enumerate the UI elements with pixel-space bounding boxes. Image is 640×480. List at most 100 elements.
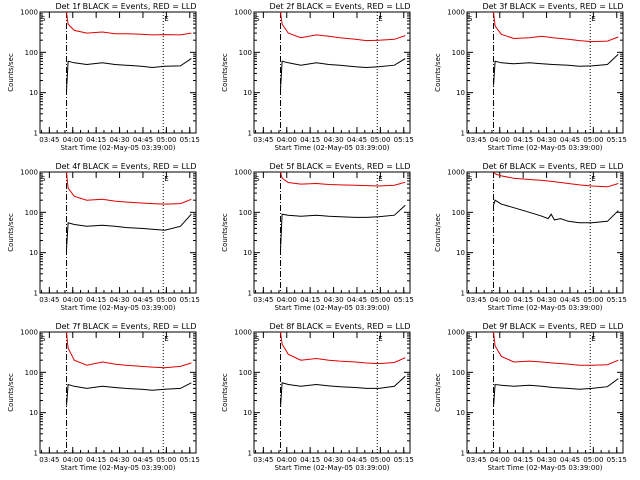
y-tick-label: 1000 [20,9,38,17]
x-axis-label: Start Time (02-May-05 03:39:00) [487,304,602,312]
y-tick-label: 10 [243,409,252,417]
x-tick-label: 05:15 [394,456,414,464]
y-axis-label: Counts/sec [7,53,15,92]
series-line-events [280,375,406,407]
marker-label-S: S [468,15,473,23]
x-tick-label: 04:45 [560,136,580,144]
series-line-events [66,213,192,250]
chart-title: Det 2f BLACK = Events, RED = LLD [269,2,410,11]
series-line-lld [66,171,192,205]
marker-label-S: S [468,175,473,183]
y-axis-label: Counts/sec [221,53,229,92]
x-tick-label: 04:00 [63,136,83,144]
y-tick-label: 100 [25,209,38,217]
chart-panel-5f: Det 5f BLACK = Events, RED = LLD 1 10 100 10… [221,162,414,312]
x-tick-label: 04:30 [323,456,343,464]
y-tick-label: 1000 [234,329,252,337]
x-tick-label: 04:30 [323,296,343,304]
x-tick-label: 04:45 [560,456,580,464]
x-axis-label: Start Time (02-May-05 03:39:00) [487,144,602,152]
x-tick-label: 05:15 [180,136,200,144]
y-tick-label: 10 [456,89,465,97]
y-tick-label: 1 [461,450,465,458]
x-tick-label: 05:00 [370,296,390,304]
chart-panel-9f: Det 9f BLACK = Events, RED = LLD 1 10 100 10… [434,322,627,472]
x-tick-label: 04:15 [513,456,533,464]
x-tick-label: 04:30 [536,296,556,304]
x-tick-label: 03:45 [466,296,486,304]
y-axis-label: Counts/sec [434,373,442,412]
x-tick-label: 04:15 [513,296,533,304]
chart-panel-8f: Det 8f BLACK = Events, RED = LLD 1 10 100 10… [221,322,414,472]
series-line-events [493,378,619,407]
series-line-lld [493,171,619,188]
y-tick-label: 10 [29,249,38,257]
y-tick-label: 10 [456,249,465,257]
plot-frame [466,171,624,294]
x-axis-label: Start Time (02-May-05 03:39:00) [274,464,389,472]
plot-frame [466,331,624,454]
chart-panel-1f: Det 1f BLACK = Events, RED = LLD 1 10 100 10… [7,2,200,152]
chart-title: Det 1f BLACK = Events, RED = LLD [55,2,196,11]
x-tick-label: 05:00 [370,456,390,464]
series-line-events [280,58,406,90]
y-tick-label: 1000 [234,169,252,177]
plot-frame [466,11,624,134]
marker-label-E: E [164,15,168,23]
y-axis-label: Counts/sec [7,373,15,412]
x-tick-label: 04:15 [300,456,320,464]
chart-title: Det 6f BLACK = Events, RED = LLD [482,162,623,171]
plot-frame [253,331,411,454]
marker-label-E: E [164,335,168,343]
y-tick-label: 100 [452,369,465,377]
chart-panel-3f: Det 3f BLACK = Events, RED = LLD 1 10 100 10… [434,2,627,152]
series-line-events [66,382,192,406]
x-tick-label: 04:00 [277,136,297,144]
y-tick-label: 1 [461,290,465,298]
y-tick-label: 1 [34,130,38,138]
x-tick-label: 04:30 [109,296,129,304]
x-tick-label: 04:45 [347,456,367,464]
x-tick-label: 05:15 [394,296,414,304]
x-axis-label: Start Time (02-May-05 03:39:00) [60,144,175,152]
y-tick-label: 10 [29,89,38,97]
x-tick-label: 04:15 [300,296,320,304]
y-tick-label: 1000 [20,169,38,177]
chart-title: Det 7f BLACK = Events, RED = LLD [55,322,196,331]
marker-label-E: E [378,335,382,343]
chart-title: Det 8f BLACK = Events, RED = LLD [269,322,410,331]
x-tick-label: 04:45 [347,136,367,144]
marker-label-S: S [41,335,46,343]
x-tick-label: 05:15 [394,136,414,144]
marker-label-S: S [255,175,260,183]
plot-frame [253,11,411,134]
chart-panel-4f: Det 4f BLACK = Events, RED = LLD 1 10 100 10… [7,162,200,312]
series-line-lld [493,11,619,43]
marker-label-E: E [378,15,382,23]
y-tick-label: 1 [34,450,38,458]
marker-label-E: E [591,335,595,343]
x-tick-label: 05:15 [607,456,627,464]
y-tick-label: 1 [248,290,252,298]
y-tick-label: 100 [239,369,252,377]
y-axis-label: Counts/sec [221,373,229,412]
series-line-lld [280,11,406,42]
x-tick-label: 03:45 [39,456,59,464]
series-line-events [66,58,192,92]
x-axis-label: Start Time (02-May-05 03:39:00) [60,304,175,312]
marker-label-S: S [41,175,46,183]
x-tick-label: 04:00 [63,296,83,304]
x-tick-label: 05:00 [370,136,390,144]
y-tick-label: 1000 [447,329,465,337]
chart-title: Det 3f BLACK = Events, RED = LLD [482,2,623,11]
y-tick-label: 10 [456,409,465,417]
x-tick-label: 04:00 [490,136,510,144]
y-tick-label: 10 [29,409,38,417]
y-tick-label: 1000 [234,9,252,17]
marker-label-E: E [164,175,168,183]
x-axis-label: Start Time (02-May-05 03:39:00) [274,304,389,312]
x-tick-label: 04:45 [560,296,580,304]
y-tick-label: 100 [25,369,38,377]
x-tick-label: 04:00 [490,456,510,464]
